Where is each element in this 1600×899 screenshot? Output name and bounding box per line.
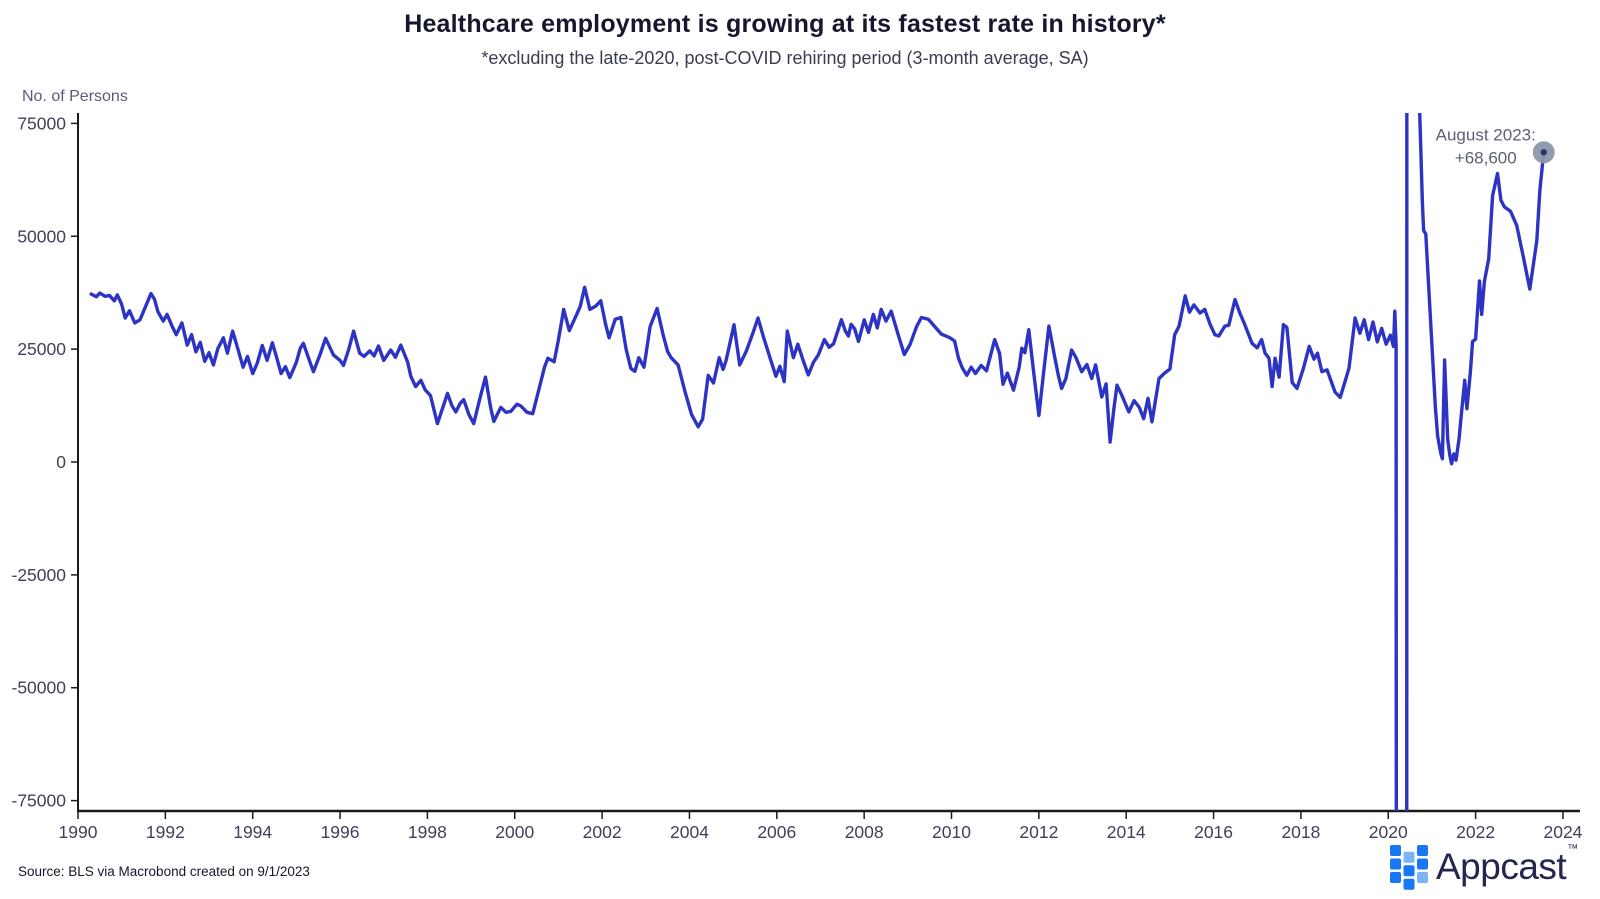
logo-square-1-0 — [1403, 851, 1415, 863]
x-tick-label: 2014 — [1107, 822, 1146, 842]
x-tick-label: 2002 — [583, 822, 622, 842]
y-axis-title: No. of Persons — [22, 88, 128, 105]
x-tick-label: 2020 — [1369, 822, 1408, 842]
logo-square-0-0 — [1390, 845, 1401, 856]
x-tick-label: 2016 — [1194, 822, 1233, 842]
x-tick-label: 1994 — [233, 822, 272, 842]
chart-title: Healthcare employment is growing at its … — [404, 10, 1166, 38]
y-tick-label: -50000 — [12, 678, 67, 698]
x-tick-label: 1996 — [321, 822, 360, 842]
y-tick-label: -25000 — [12, 565, 67, 585]
annotation-date-label: August 2023: — [1436, 125, 1536, 144]
x-tick-label: 1998 — [408, 822, 447, 842]
annotation-value-label: +68,600 — [1455, 148, 1517, 167]
y-tick-label: 75000 — [17, 113, 66, 133]
y-tick-label: 50000 — [17, 226, 66, 246]
x-tick-label: 2012 — [1019, 822, 1058, 842]
endpoint-marker-dot — [1540, 149, 1547, 156]
appcast-wordmark: Appcast — [1436, 846, 1567, 887]
chart-subtitle: *excluding the late-2020, post-COVID reh… — [481, 48, 1089, 68]
x-tick-label: 2008 — [845, 822, 884, 842]
employment-series-line — [89, 113, 1546, 811]
logo-square-1-2 — [1403, 878, 1415, 890]
logo-square-2-0 — [1417, 845, 1428, 856]
logo-square-1-1 — [1403, 865, 1415, 877]
logo-square-2-2 — [1417, 872, 1428, 883]
y-tick-label: -75000 — [12, 791, 67, 811]
source-note: Source: BLS via Macrobond created on 9/1… — [18, 864, 310, 879]
logo-square-0-1 — [1390, 858, 1401, 870]
x-tick-label: 2024 — [1543, 822, 1582, 842]
y-tick-label: 25000 — [17, 339, 66, 359]
trademark-symbol: ™ — [1567, 843, 1579, 855]
logo-square-2-1 — [1417, 858, 1428, 870]
x-tick-label: 2004 — [670, 822, 709, 842]
x-tick-label: 1990 — [59, 822, 98, 842]
appcast-logo-icon — [1390, 845, 1428, 890]
x-tick-label: 2022 — [1456, 822, 1495, 842]
x-tick-label: 2010 — [932, 822, 971, 842]
y-tick-label: 0 — [56, 452, 66, 472]
logo-square-0-2 — [1390, 872, 1401, 883]
appcast-logo: Appcast ™ — [1390, 843, 1578, 893]
x-tick-label: 1992 — [146, 822, 185, 842]
x-tick-label: 2018 — [1281, 822, 1320, 842]
x-tick-label: 2000 — [495, 822, 534, 842]
x-tick-label: 2006 — [757, 822, 796, 842]
